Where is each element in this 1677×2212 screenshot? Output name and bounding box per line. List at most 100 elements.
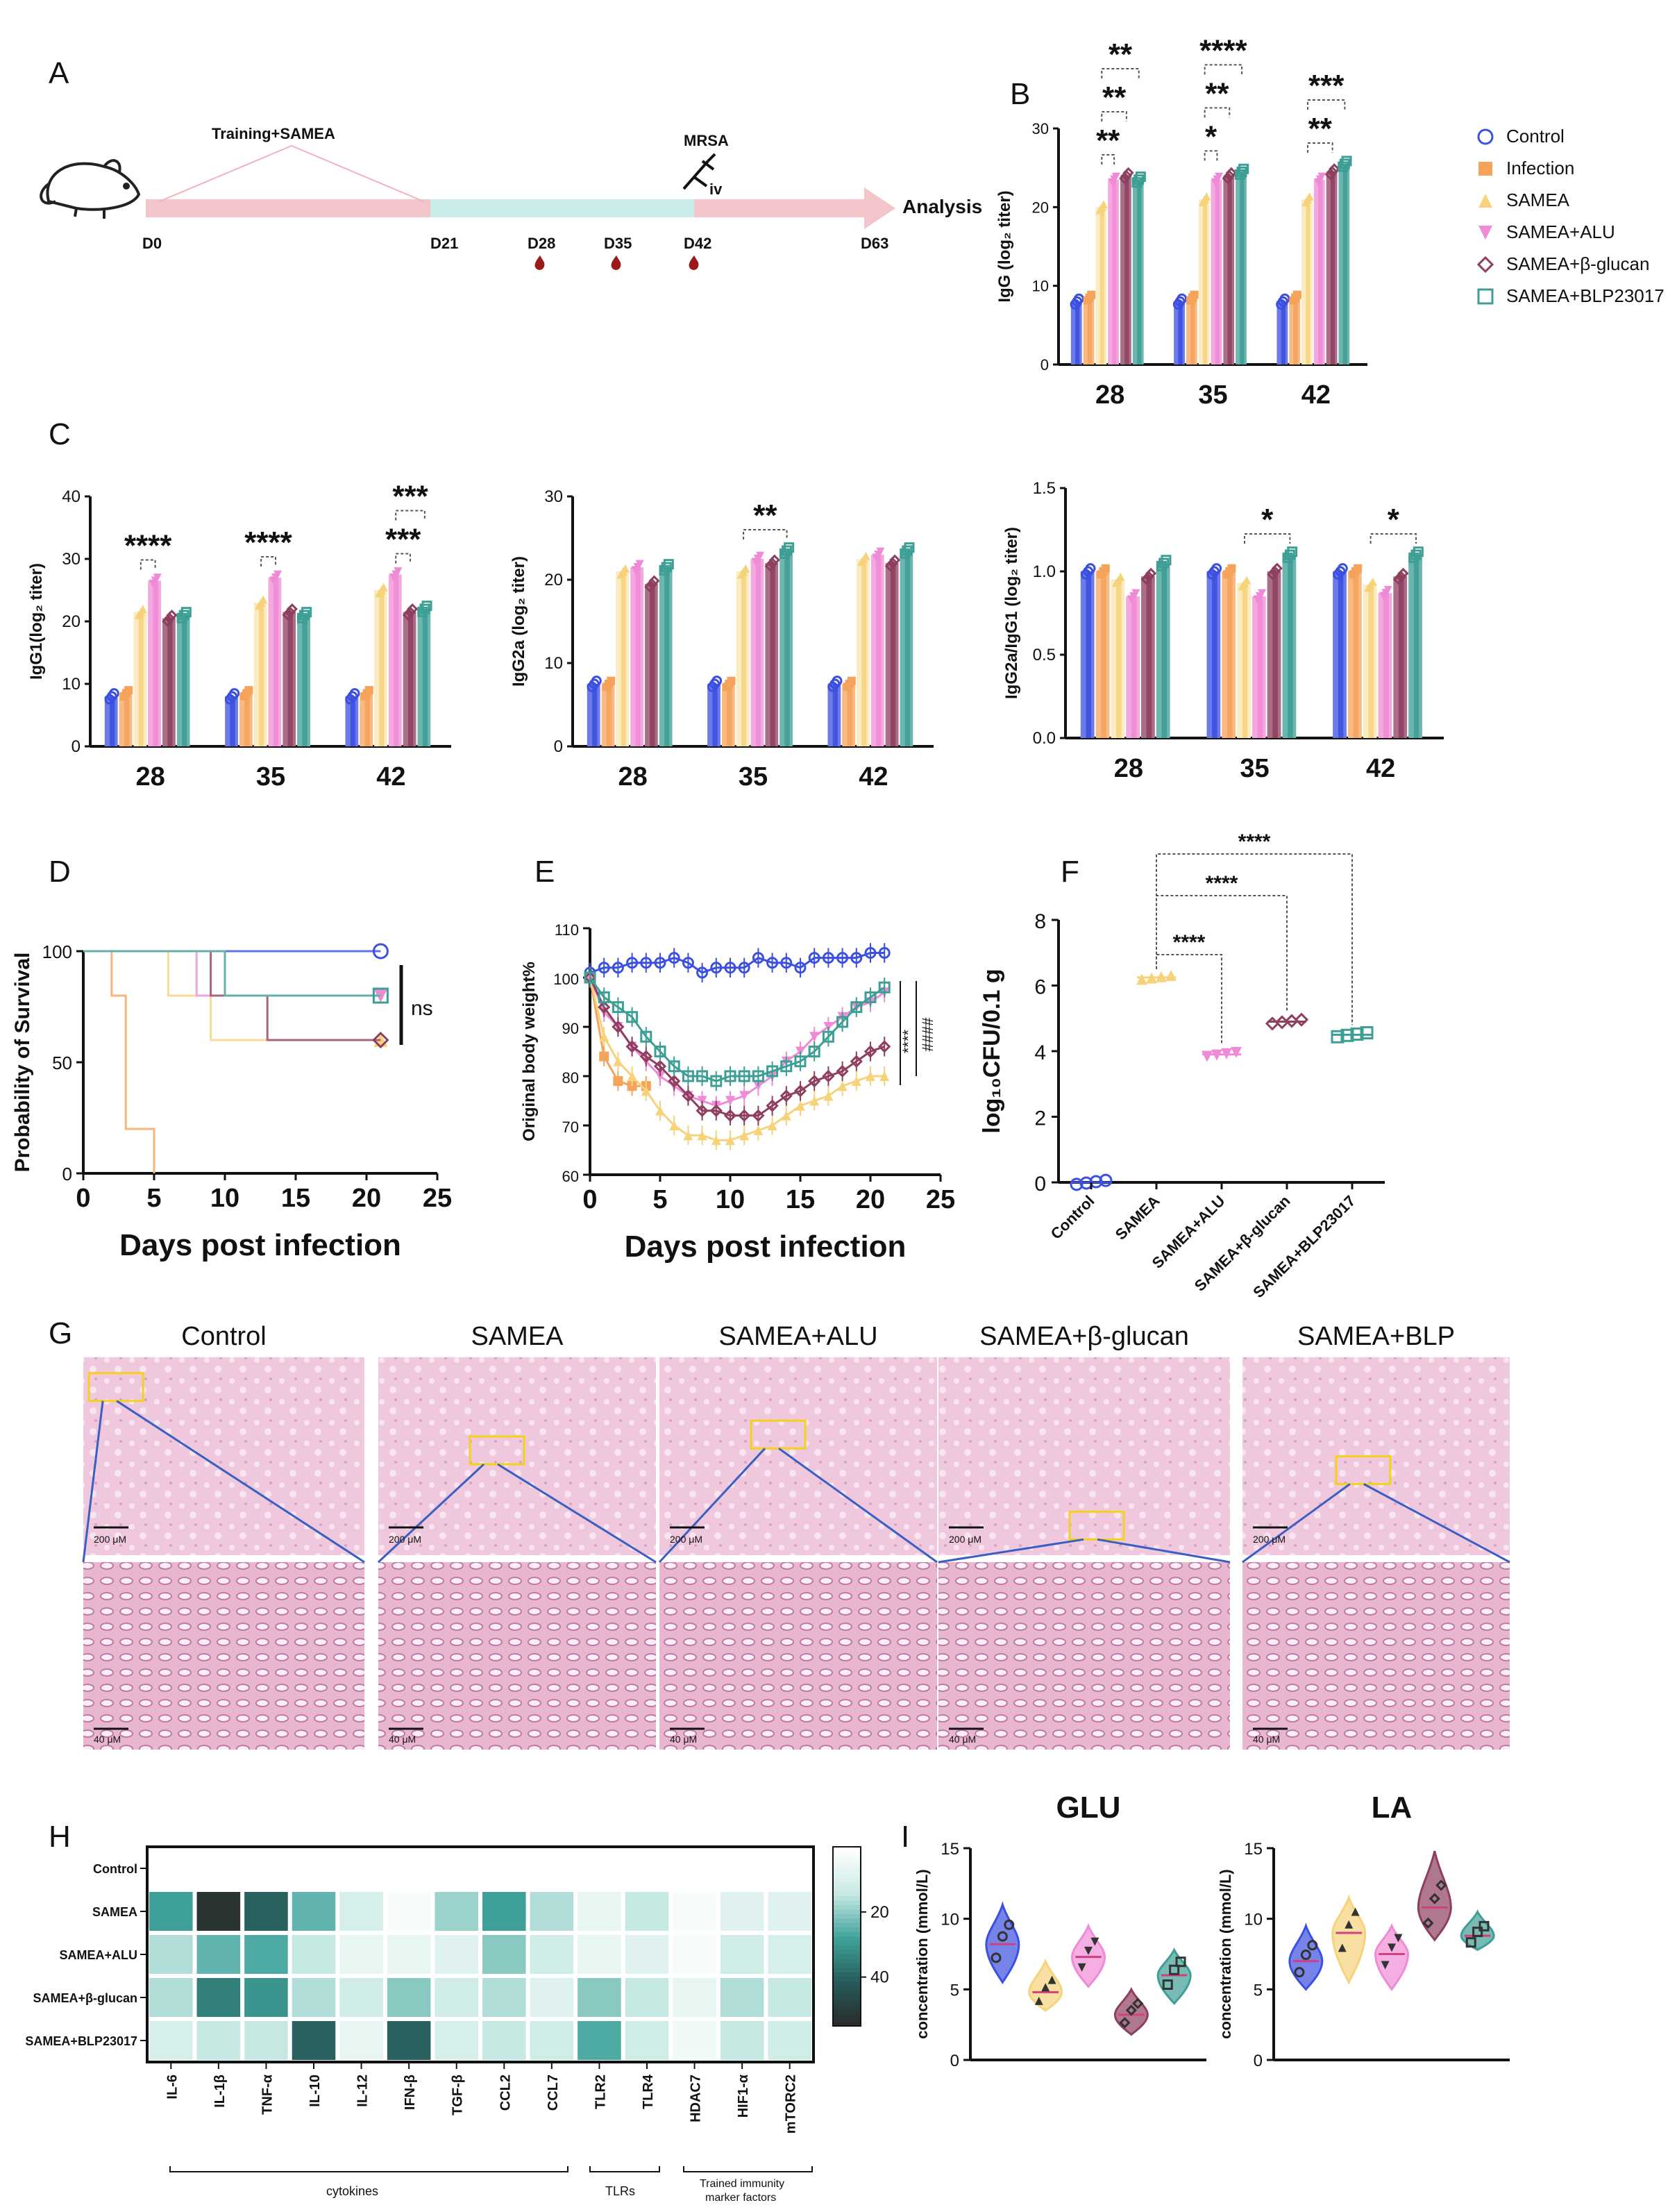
data-point xyxy=(756,551,765,560)
data-point xyxy=(725,1135,735,1146)
heatmap-cell xyxy=(196,1978,241,2017)
bar-core xyxy=(1131,596,1137,738)
data-point xyxy=(861,551,870,560)
data-point xyxy=(663,559,674,570)
data-point xyxy=(108,688,119,699)
data-point xyxy=(766,557,778,569)
chart-violin-la: LA 0 5 10 15 concentration (mmol/L) xyxy=(1217,1791,1510,2070)
heatmap-cell xyxy=(673,1892,716,1931)
colorbar-segment xyxy=(833,1922,861,1929)
bar-core xyxy=(407,612,414,746)
colorbar-segment xyxy=(833,1918,861,1924)
heatmap-cell xyxy=(530,2021,574,2060)
significance-label: *** xyxy=(1308,69,1345,103)
data-point xyxy=(696,1070,709,1082)
y-axis-label: IgG1(log₂ titer) xyxy=(27,563,46,680)
bar-core xyxy=(592,684,598,746)
data-point xyxy=(1085,563,1096,574)
zoom-line xyxy=(1363,1483,1510,1564)
heatmap-cell xyxy=(578,1935,621,1974)
heatmap-row-label: Control xyxy=(93,1862,137,1876)
bar-core xyxy=(1272,571,1278,738)
y-tick-label: 5 xyxy=(950,1981,959,2000)
bar-core xyxy=(755,559,761,746)
series-line xyxy=(589,952,885,974)
zoom-line xyxy=(1097,1538,1231,1564)
data-point xyxy=(837,1081,848,1091)
panel-label-d: D xyxy=(49,855,71,889)
data-point xyxy=(741,564,750,573)
data-point xyxy=(864,991,877,1003)
data-point xyxy=(162,615,174,627)
heatmap-col-label: IL-1β xyxy=(212,2075,228,2108)
heatmap-cell xyxy=(530,1935,574,1974)
panel-a: A Training+SAMEA MRSA iv Analysis D0 D21… xyxy=(40,56,982,270)
violin-shape xyxy=(1460,1909,1495,1952)
data-point xyxy=(394,567,403,576)
histology-title: SAMEA xyxy=(471,1322,564,1351)
heatmap-col-label: mTORC2 xyxy=(784,2075,799,2134)
bar-core xyxy=(1383,593,1389,738)
data-point xyxy=(724,962,736,974)
significance-bracket xyxy=(1101,111,1127,122)
y-axis-label: Probability of Survival xyxy=(11,953,34,1173)
histology-title: SAMEA+ALU xyxy=(718,1322,877,1351)
data-point xyxy=(1190,290,1199,299)
data-point xyxy=(1397,567,1409,580)
data-point xyxy=(153,573,162,583)
panel-label-h: H xyxy=(49,1820,71,1854)
series-line xyxy=(589,977,885,1141)
y-axis-label: log₁₀CFU/0.1 g xyxy=(979,969,1005,1133)
data-point xyxy=(668,1074,681,1088)
legend-marker xyxy=(1476,255,1494,274)
colorbar-segment xyxy=(833,1891,861,1897)
significance-label: ** xyxy=(1096,124,1120,158)
heatmap-cell xyxy=(244,1892,288,1931)
data-point xyxy=(591,676,602,687)
data-point xyxy=(1231,1046,1242,1058)
bar-core xyxy=(167,618,173,746)
heatmap-cell xyxy=(196,2021,241,2060)
bar-core xyxy=(1342,164,1347,365)
data-point xyxy=(404,606,416,618)
data-point xyxy=(599,1032,609,1042)
data-point xyxy=(349,688,360,699)
heatmap-col-label: TGF-β xyxy=(450,2075,466,2115)
data-point xyxy=(739,1130,750,1141)
heatmap-cell xyxy=(339,1892,383,1931)
colorbar-segment xyxy=(833,1932,861,1937)
data-point xyxy=(180,607,192,618)
bar-core xyxy=(1124,176,1129,365)
heatmap-cell xyxy=(482,1935,526,1974)
significance-bracket xyxy=(1101,68,1140,78)
chart-igg2a: 0 10 20 30 IgG2a (log₂ titer) 28 35 42 ** xyxy=(509,487,934,791)
heatmap-cell xyxy=(435,1978,478,2017)
data-point xyxy=(1465,1937,1476,1948)
colorbar-segment xyxy=(833,1900,861,1906)
panel-label-f: F xyxy=(1061,855,1079,889)
data-point xyxy=(1089,1175,1103,1189)
heatmap-cell xyxy=(387,1978,431,2017)
legend-marker xyxy=(1478,194,1492,208)
y-tick-label: 10 xyxy=(941,1911,959,1929)
heatmap-cell xyxy=(673,2021,716,2060)
heatmap-row-label: SAMEA xyxy=(92,1905,137,1919)
bar-core xyxy=(1338,571,1344,738)
timeline-arrow-head xyxy=(864,187,895,229)
significance-bracket xyxy=(1204,107,1231,118)
data-point xyxy=(1305,192,1314,201)
data-point xyxy=(1317,172,1326,181)
data-point xyxy=(613,1076,623,1087)
bar-core xyxy=(606,684,612,746)
data-point xyxy=(1350,1027,1364,1041)
data-point xyxy=(1271,562,1283,574)
data-point xyxy=(1267,569,1279,580)
data-point xyxy=(876,547,885,556)
data-point xyxy=(836,1016,849,1028)
significance-bracket xyxy=(1243,533,1291,544)
colorbar-segment xyxy=(833,1981,861,1986)
heatmap-col-label: HDAC7 xyxy=(689,2075,704,2122)
data-point xyxy=(1047,1975,1056,1984)
data-point xyxy=(808,1046,820,1057)
data-point xyxy=(794,962,807,974)
